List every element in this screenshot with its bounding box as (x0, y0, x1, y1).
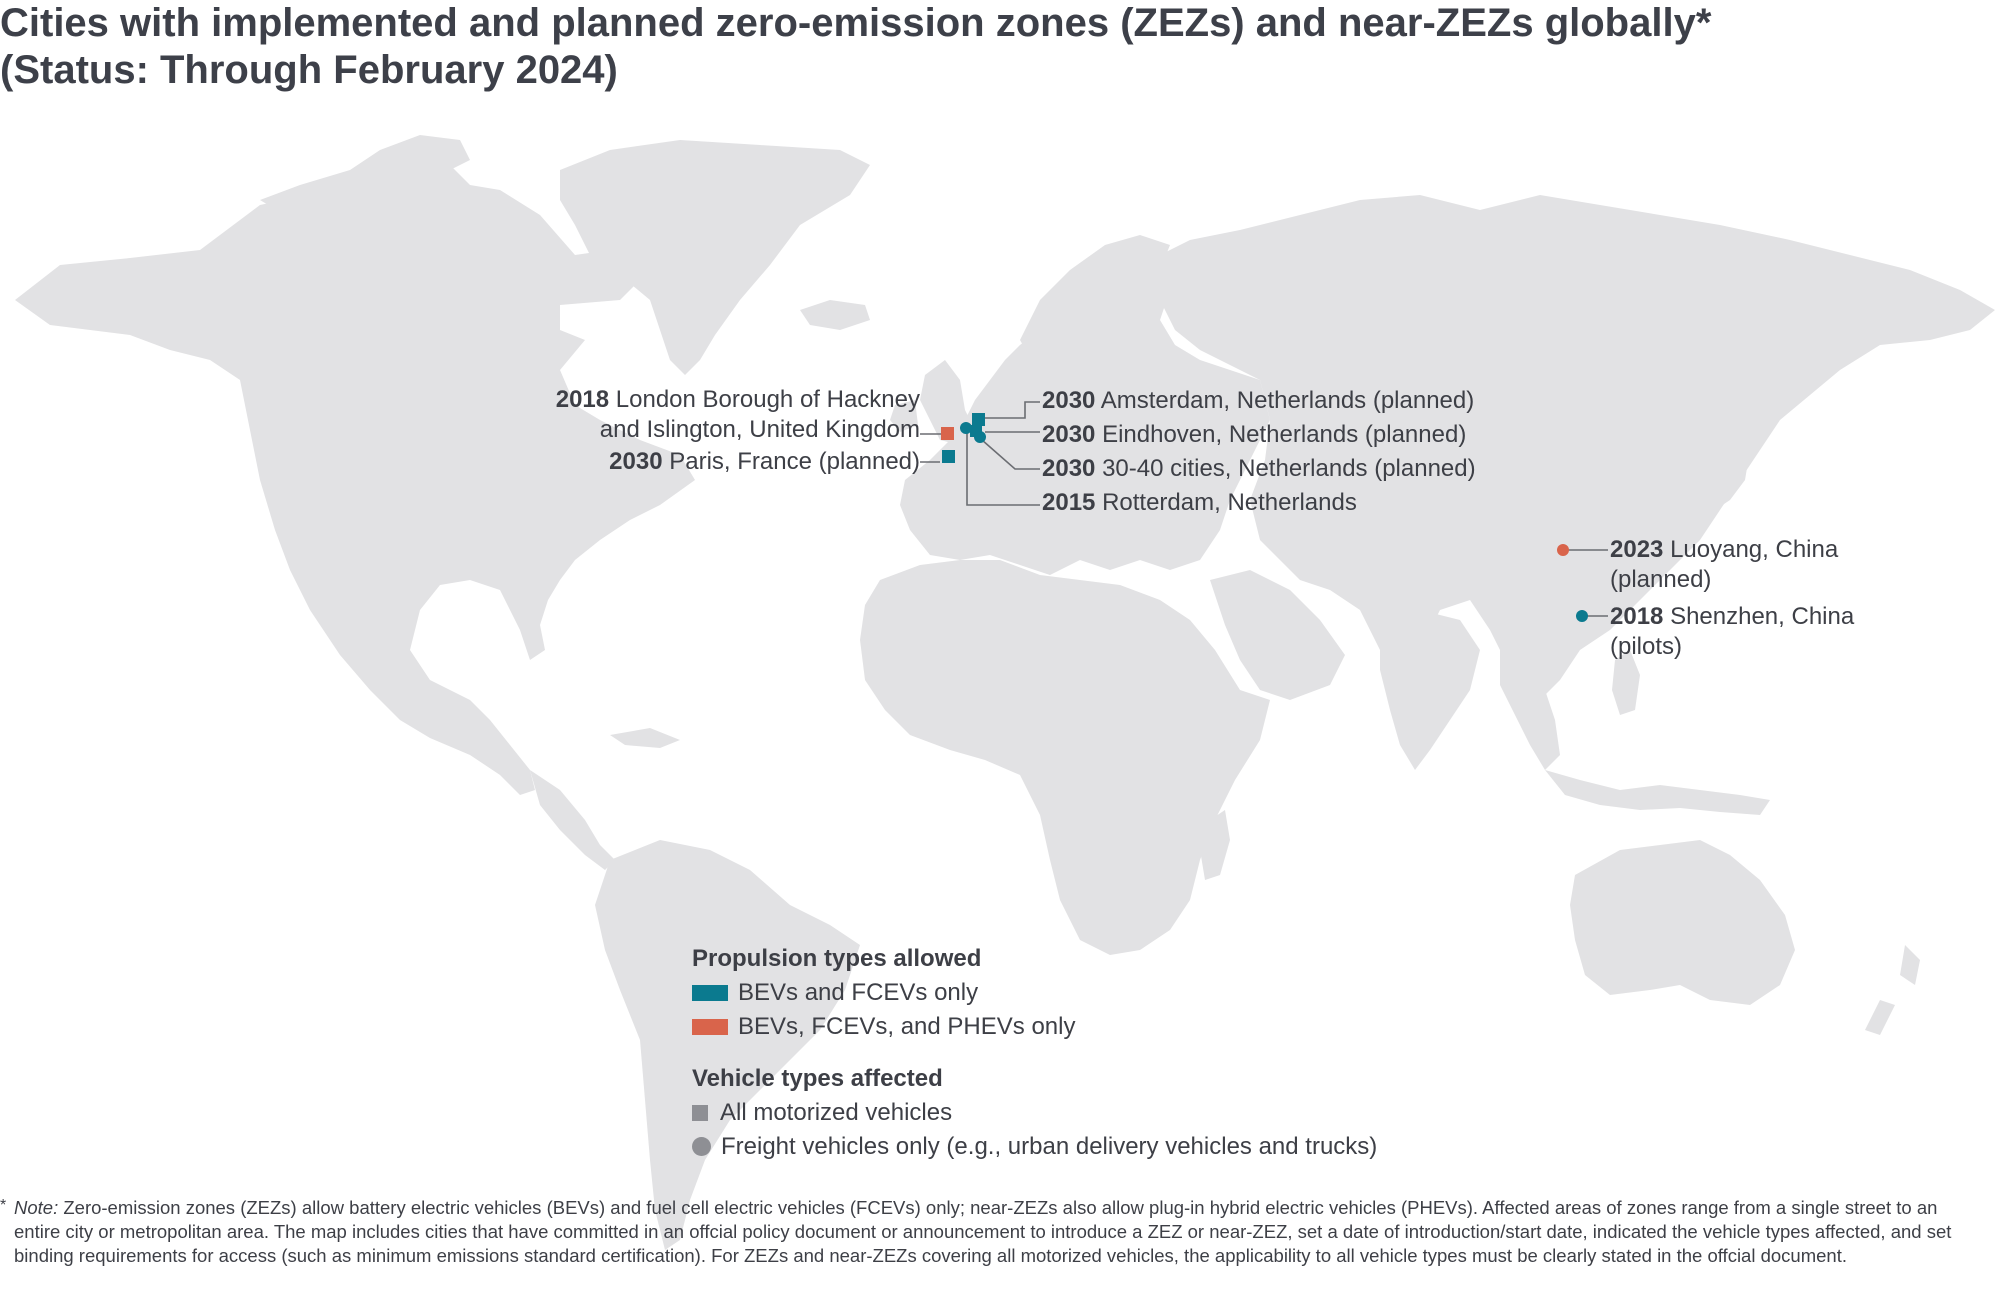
land-south-america (595, 840, 860, 1250)
land-indonesia (1545, 770, 1770, 815)
leader-nl30 (981, 439, 1040, 470)
label-london-name-1: London Borough of Hackney (615, 386, 920, 413)
title-line-2: (Status: Through February 2024) (0, 48, 618, 92)
leader-rotterdam (966, 430, 1040, 506)
legend-vehicle-title: Vehicle types affected (692, 1065, 943, 1092)
label-paris-year: 2030 (609, 448, 663, 475)
legend-item-freight: Freight vehicles only (e.g., urban deliv… (692, 1130, 1377, 1164)
land-madagascar (1200, 810, 1230, 880)
markers (941, 413, 1588, 622)
label-london-year: 2018 (555, 386, 610, 413)
landmasses (15, 135, 1995, 1250)
land-africa (860, 560, 1270, 955)
label-shenzhen-name-2: (pilots) (1610, 633, 1683, 660)
label-luoyang-name-2: (planned) (1610, 566, 1712, 593)
label-london-name-2: and Islington, United Kingdom (599, 416, 920, 443)
label-paris-name: Paris, France (planned) (669, 448, 920, 475)
label-nl30-year: 2030 (1042, 455, 1096, 482)
legend-item-freight-label: Freight vehicles only (e.g., urban deliv… (721, 1133, 1378, 1160)
legend-item-bev-fcev-phev: BEVs, FCEVs, and PHEVs only (692, 1010, 1377, 1044)
label-shenzhen-name-1: Shenzhen, China (1670, 603, 1855, 630)
marker-luoyang[interactable] (1557, 544, 1569, 556)
label-luoyang-name-1: Luoyang, China (1670, 536, 1839, 563)
land-india (1380, 610, 1480, 770)
land-scandinavia (1020, 235, 1170, 380)
legend-item-all-vehicles: All motorized vehicles (692, 1096, 1377, 1130)
label-luoyang: 2023 Luoyang, China (planned) (1610, 535, 1838, 595)
marker-rotterdam[interactable] (960, 422, 972, 434)
label-amsterdam-year: 2030 (1042, 387, 1096, 414)
label-shenzhen: 2018 Shenzhen, China (pilots) (1610, 602, 1854, 662)
land-asia (1150, 195, 1995, 700)
footnote-text: Zero-emission zones (ZEZs) allow battery… (14, 1197, 1952, 1266)
label-rotterdam-year: 2015 (1042, 489, 1096, 516)
land-iceland (800, 300, 870, 330)
orange-swatch-icon (692, 1019, 728, 1035)
label-luoyang-year: 2023 (1610, 536, 1664, 563)
label-nl30: 2030 30-40 cities, Netherlands (planned) (1042, 454, 1476, 484)
label-rotterdam: 2015 Rotterdam, Netherlands (1042, 488, 1357, 518)
land-central-america (530, 770, 615, 870)
label-london: 2018 London Borough of Hackney and Islin… (556, 385, 920, 445)
land-new-zealand (1865, 945, 1920, 1035)
land-arabia (1210, 570, 1345, 700)
marker-nl30[interactable] (974, 431, 986, 443)
marker-london[interactable] (941, 427, 954, 440)
legend-item-bev-fcev-label: BEVs and FCEVs only (738, 979, 979, 1006)
label-eindhoven-year: 2030 (1042, 421, 1096, 448)
land-japan (1710, 425, 1750, 510)
legend-item-all-vehicles-label: All motorized vehicles (720, 1099, 953, 1126)
label-eindhoven: 2030 Eindhoven, Netherlands (planned) (1042, 420, 1466, 450)
marker-paris[interactable] (942, 450, 955, 463)
marker-shenzhen[interactable] (1576, 610, 1588, 622)
label-rotterdam-name: Rotterdam, Netherlands (1102, 489, 1357, 516)
circle-icon (692, 1137, 711, 1156)
map-title: Cities with implemented and planned zero… (0, 0, 1960, 94)
square-icon (692, 1105, 708, 1121)
title-line-1: Cities with implemented and planned zero… (0, 1, 1712, 45)
label-nl30-name: 30-40 cities, Netherlands (planned) (1102, 455, 1476, 482)
land-caribbean (610, 728, 680, 748)
footnote: * Note: Zero-emission zones (ZEZs) allow… (0, 1196, 1980, 1268)
leader-amsterdam (985, 401, 1040, 419)
label-paris: 2030 Paris, France (planned) (609, 447, 920, 477)
land-southeast-asia (1500, 640, 1560, 770)
land-australia (1570, 840, 1795, 1005)
label-amsterdam: 2030 Amsterdam, Netherlands (planned) (1042, 386, 1474, 416)
leader-lines (920, 401, 1608, 617)
land-british-isles (890, 360, 975, 445)
land-arctic-islands (260, 135, 470, 212)
land-philippines (1612, 650, 1640, 715)
land-greenland (560, 140, 870, 375)
teal-swatch-icon (692, 985, 728, 1001)
land-europe (900, 260, 1270, 575)
legend: Propulsion types allowed BEVs and FCEVs … (692, 942, 1377, 1164)
land-north-america (15, 160, 695, 795)
marker-amsterdam[interactable] (972, 413, 985, 426)
legend-propulsion-title: Propulsion types allowed (692, 945, 982, 972)
label-eindhoven-name: Eindhoven, Netherlands (planned) (1102, 421, 1467, 448)
footnote-label: Note: (14, 1197, 59, 1218)
legend-item-bev-fcev-phev-label: BEVs, FCEVs, and PHEVs only (738, 1013, 1076, 1040)
legend-item-bev-fcev: BEVs and FCEVs only (692, 976, 1377, 1010)
label-amsterdam-name: Amsterdam, Netherlands (planned) (1100, 387, 1475, 414)
label-shenzhen-year: 2018 (1610, 603, 1664, 630)
footnote-asterisk: * (0, 1197, 7, 1214)
